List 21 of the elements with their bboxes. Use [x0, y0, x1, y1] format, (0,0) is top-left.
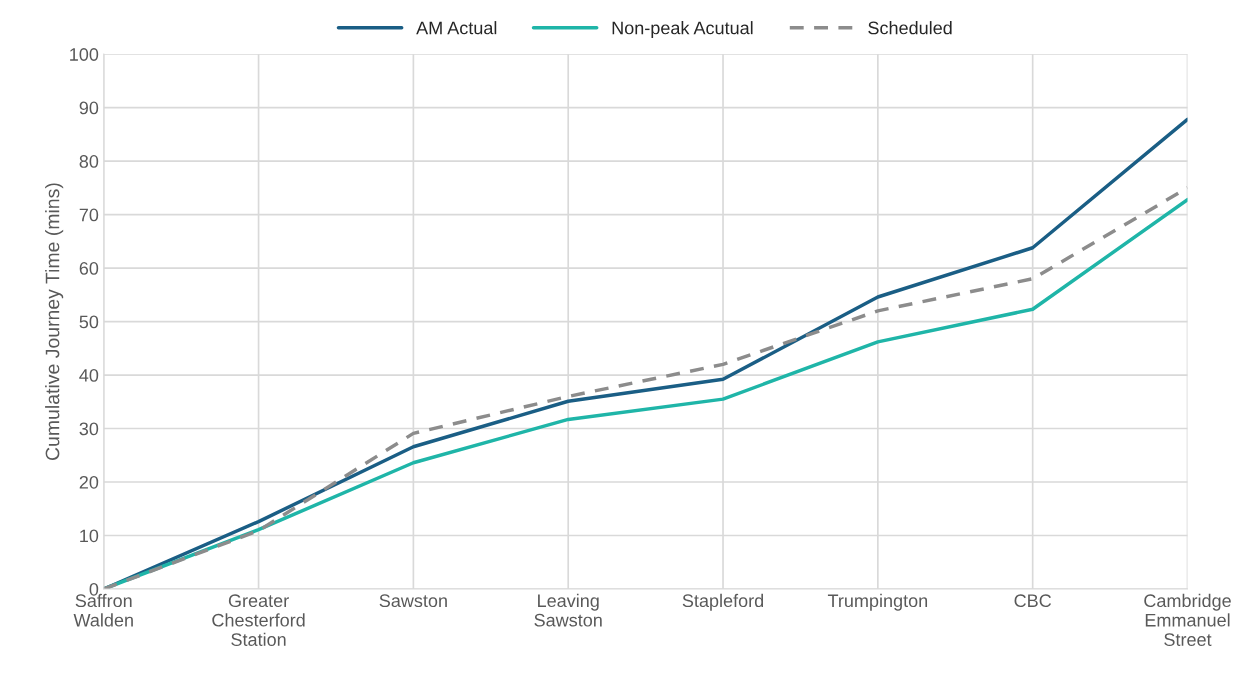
y-tick-label: 20 [79, 475, 99, 489]
x-tick-label: Trumpington [827, 593, 928, 611]
y-tick-label: 80 [79, 155, 99, 168]
y-tick-label: 40 [79, 368, 99, 382]
x-tick-label: Greater Chesterford Station [212, 594, 305, 647]
x-tick-label: Stapleford [682, 593, 764, 611]
x-tick-label: Sawston [379, 594, 447, 608]
x-tick-label: CBC [1014, 594, 1052, 608]
y-tick-label: 10 [80, 529, 99, 543]
y-tick-label: 60 [79, 262, 99, 275]
y-axis-title: Cumulative Journey Time (mins) [45, 183, 64, 460]
legend-label: Non-peak Acutual [612, 21, 753, 38]
x-tick-label: Cambridge Emmanuel Street [1144, 593, 1231, 647]
y-tick-label: 70 [79, 208, 99, 222]
legend-label: AM Actual [416, 21, 497, 35]
x-tick-label: Leaving Sawston [534, 593, 602, 627]
y-tick-label: 90 [79, 101, 99, 115]
y-tick-label: 100 [70, 48, 99, 61]
legend-label: Scheduled [868, 21, 952, 35]
y-tick-label: 30 [79, 422, 99, 436]
y-tick-label: 50 [79, 315, 99, 329]
